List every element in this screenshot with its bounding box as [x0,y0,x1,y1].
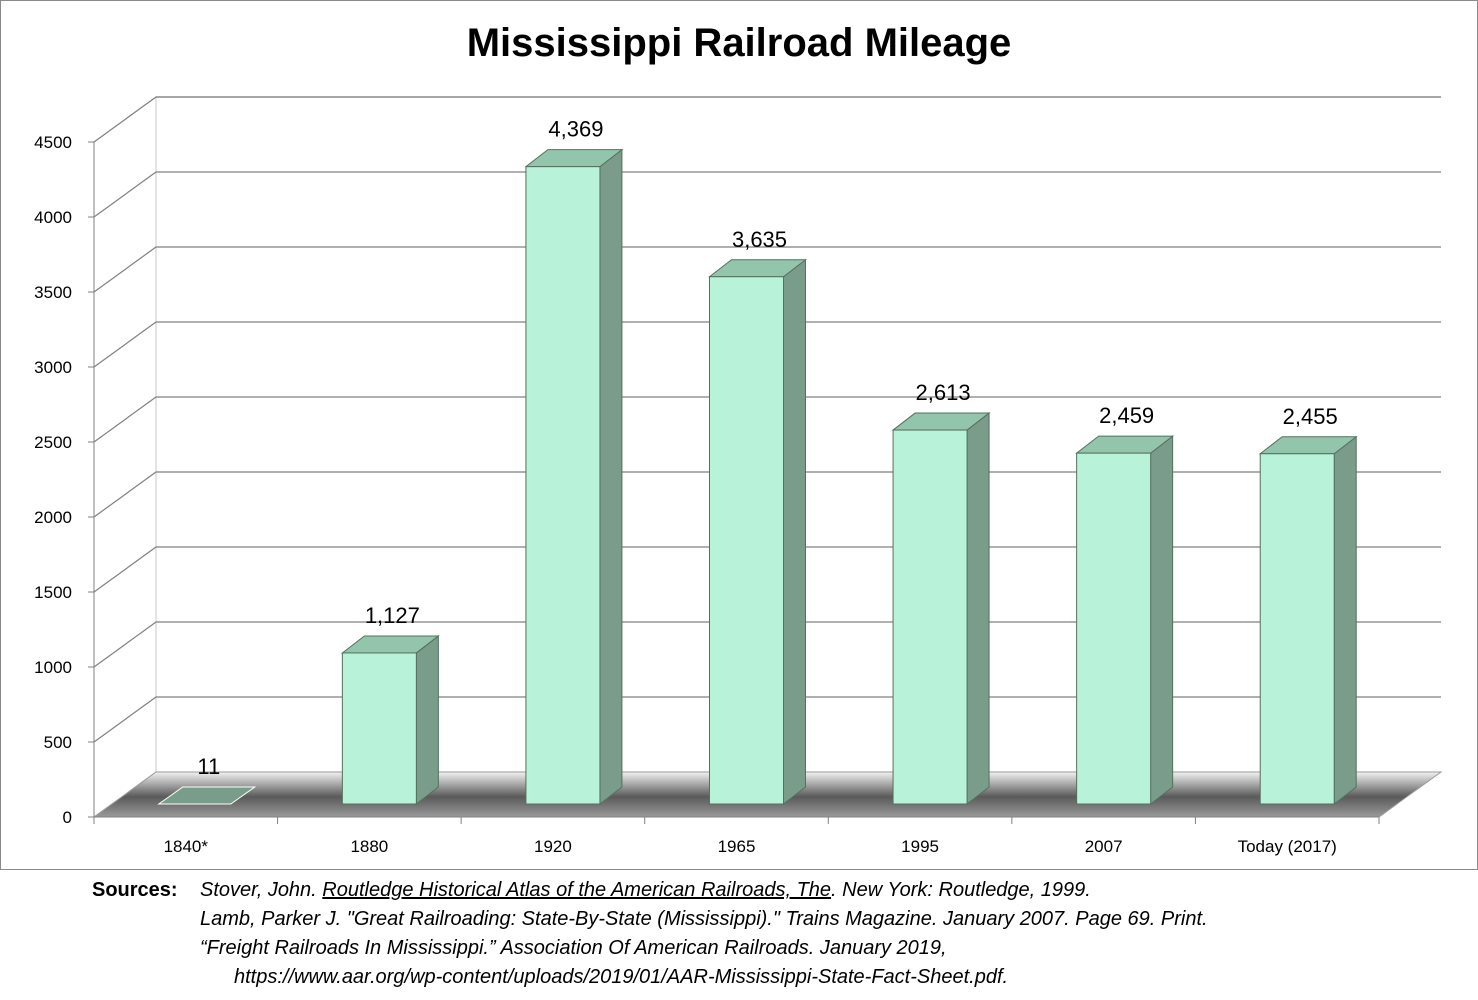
gridline-500 [93,696,1441,743]
sources-heading: Sources: [92,879,178,901]
bar [157,786,257,805]
y-tick-label: 2000 [34,508,72,527]
bar [708,258,807,806]
bar-front-face [341,652,417,805]
x-tick-label: 1840* [164,837,209,856]
y-tick-label: 0 [63,808,72,827]
data-label: 2,459 [1099,403,1154,428]
side-wall [93,96,157,818]
y-tick-label: 2500 [34,433,72,452]
chart-title: Mississippi Railroad Mileage [467,21,1012,65]
bar-side-face [1333,435,1357,806]
source-2: Lamb, Parker J. "Great Railroading: Stat… [200,908,1208,930]
source-3: “Freight Railroads In Mississippi.” Asso… [200,937,947,959]
y-tick-label: 1500 [34,583,72,602]
bar-front-face [892,429,968,805]
data-label: 11 [197,754,220,779]
x-tick-label: 1995 [901,837,939,856]
data-label: 2,613 [916,380,971,405]
chart-labels: 11 1,127 4,369 3,635 2,613 2,459 2,455 [197,117,1337,779]
bar [340,634,440,806]
gridline-1500 [93,546,1441,593]
source-1: Stover, John. Routledge Historical Atlas… [200,876,1450,905]
x-tick-label: Today (2017) [1238,837,1337,856]
x-tick-label: 2007 [1085,837,1123,856]
source-1-author: Stover, John. [200,879,323,901]
bar-side-face [1150,435,1174,806]
chart-frame: Mississippi Railroad Mileage 0 500 1000 150… [0,0,1478,870]
x-tick-label: 1920 [534,837,572,856]
data-label: 1,127 [365,603,420,628]
bar-side-face [599,148,623,806]
gridline-4000 [93,171,1441,218]
chart-axes: 0 500 1000 1500 2000 2500 3000 3500 4000 4500 1840… [34,133,1380,856]
chart-bars [157,148,1358,806]
bar-front-face [1076,452,1152,805]
x-tick-label: 1965 [718,837,756,856]
bar [891,412,991,806]
bar-front-face [709,276,784,805]
gridline-4500 [93,96,1441,143]
sources-list: Stover, John. Routledge Historical Atlas… [200,876,1450,992]
chart-gridlines [93,96,1441,743]
bar-top-face [157,786,257,805]
bar [524,148,624,806]
gridline-3500 [93,246,1441,293]
y-tick-label: 500 [44,733,72,752]
bar-front-face [525,166,601,805]
y-tick-label: 3500 [34,283,72,302]
bar-front-face [1259,453,1335,805]
y-tick-label: 3000 [34,358,72,377]
bar-side-face [966,412,990,806]
chart-svg: Mississippi Railroad Mileage 0 500 1000 150… [34,21,1443,856]
data-label: 2,455 [1283,404,1338,429]
y-tick-label: 4500 [34,133,72,152]
gridline-3000 [93,321,1441,368]
source-1-title: Routledge Historical Atlas of the Americ… [322,879,832,901]
gridline-2500 [93,396,1441,443]
bar-side-face [415,634,439,806]
y-tick-label: 1000 [34,658,72,677]
bar-side-face [783,258,806,806]
x-tick-label: 1880 [350,837,388,856]
y-tick-label: 4000 [34,208,72,227]
gridline-2000 [93,471,1441,518]
gridline-1000 [93,621,1441,668]
source-1-rest: . New York: Routledge, 1999. [831,879,1091,901]
data-label: 3,635 [732,227,787,252]
bar [1075,435,1175,806]
source-3-url: https://www.aar.org/wp-content/uploads/2… [234,966,1009,988]
bar [1258,435,1358,806]
data-label: 4,369 [548,117,603,142]
